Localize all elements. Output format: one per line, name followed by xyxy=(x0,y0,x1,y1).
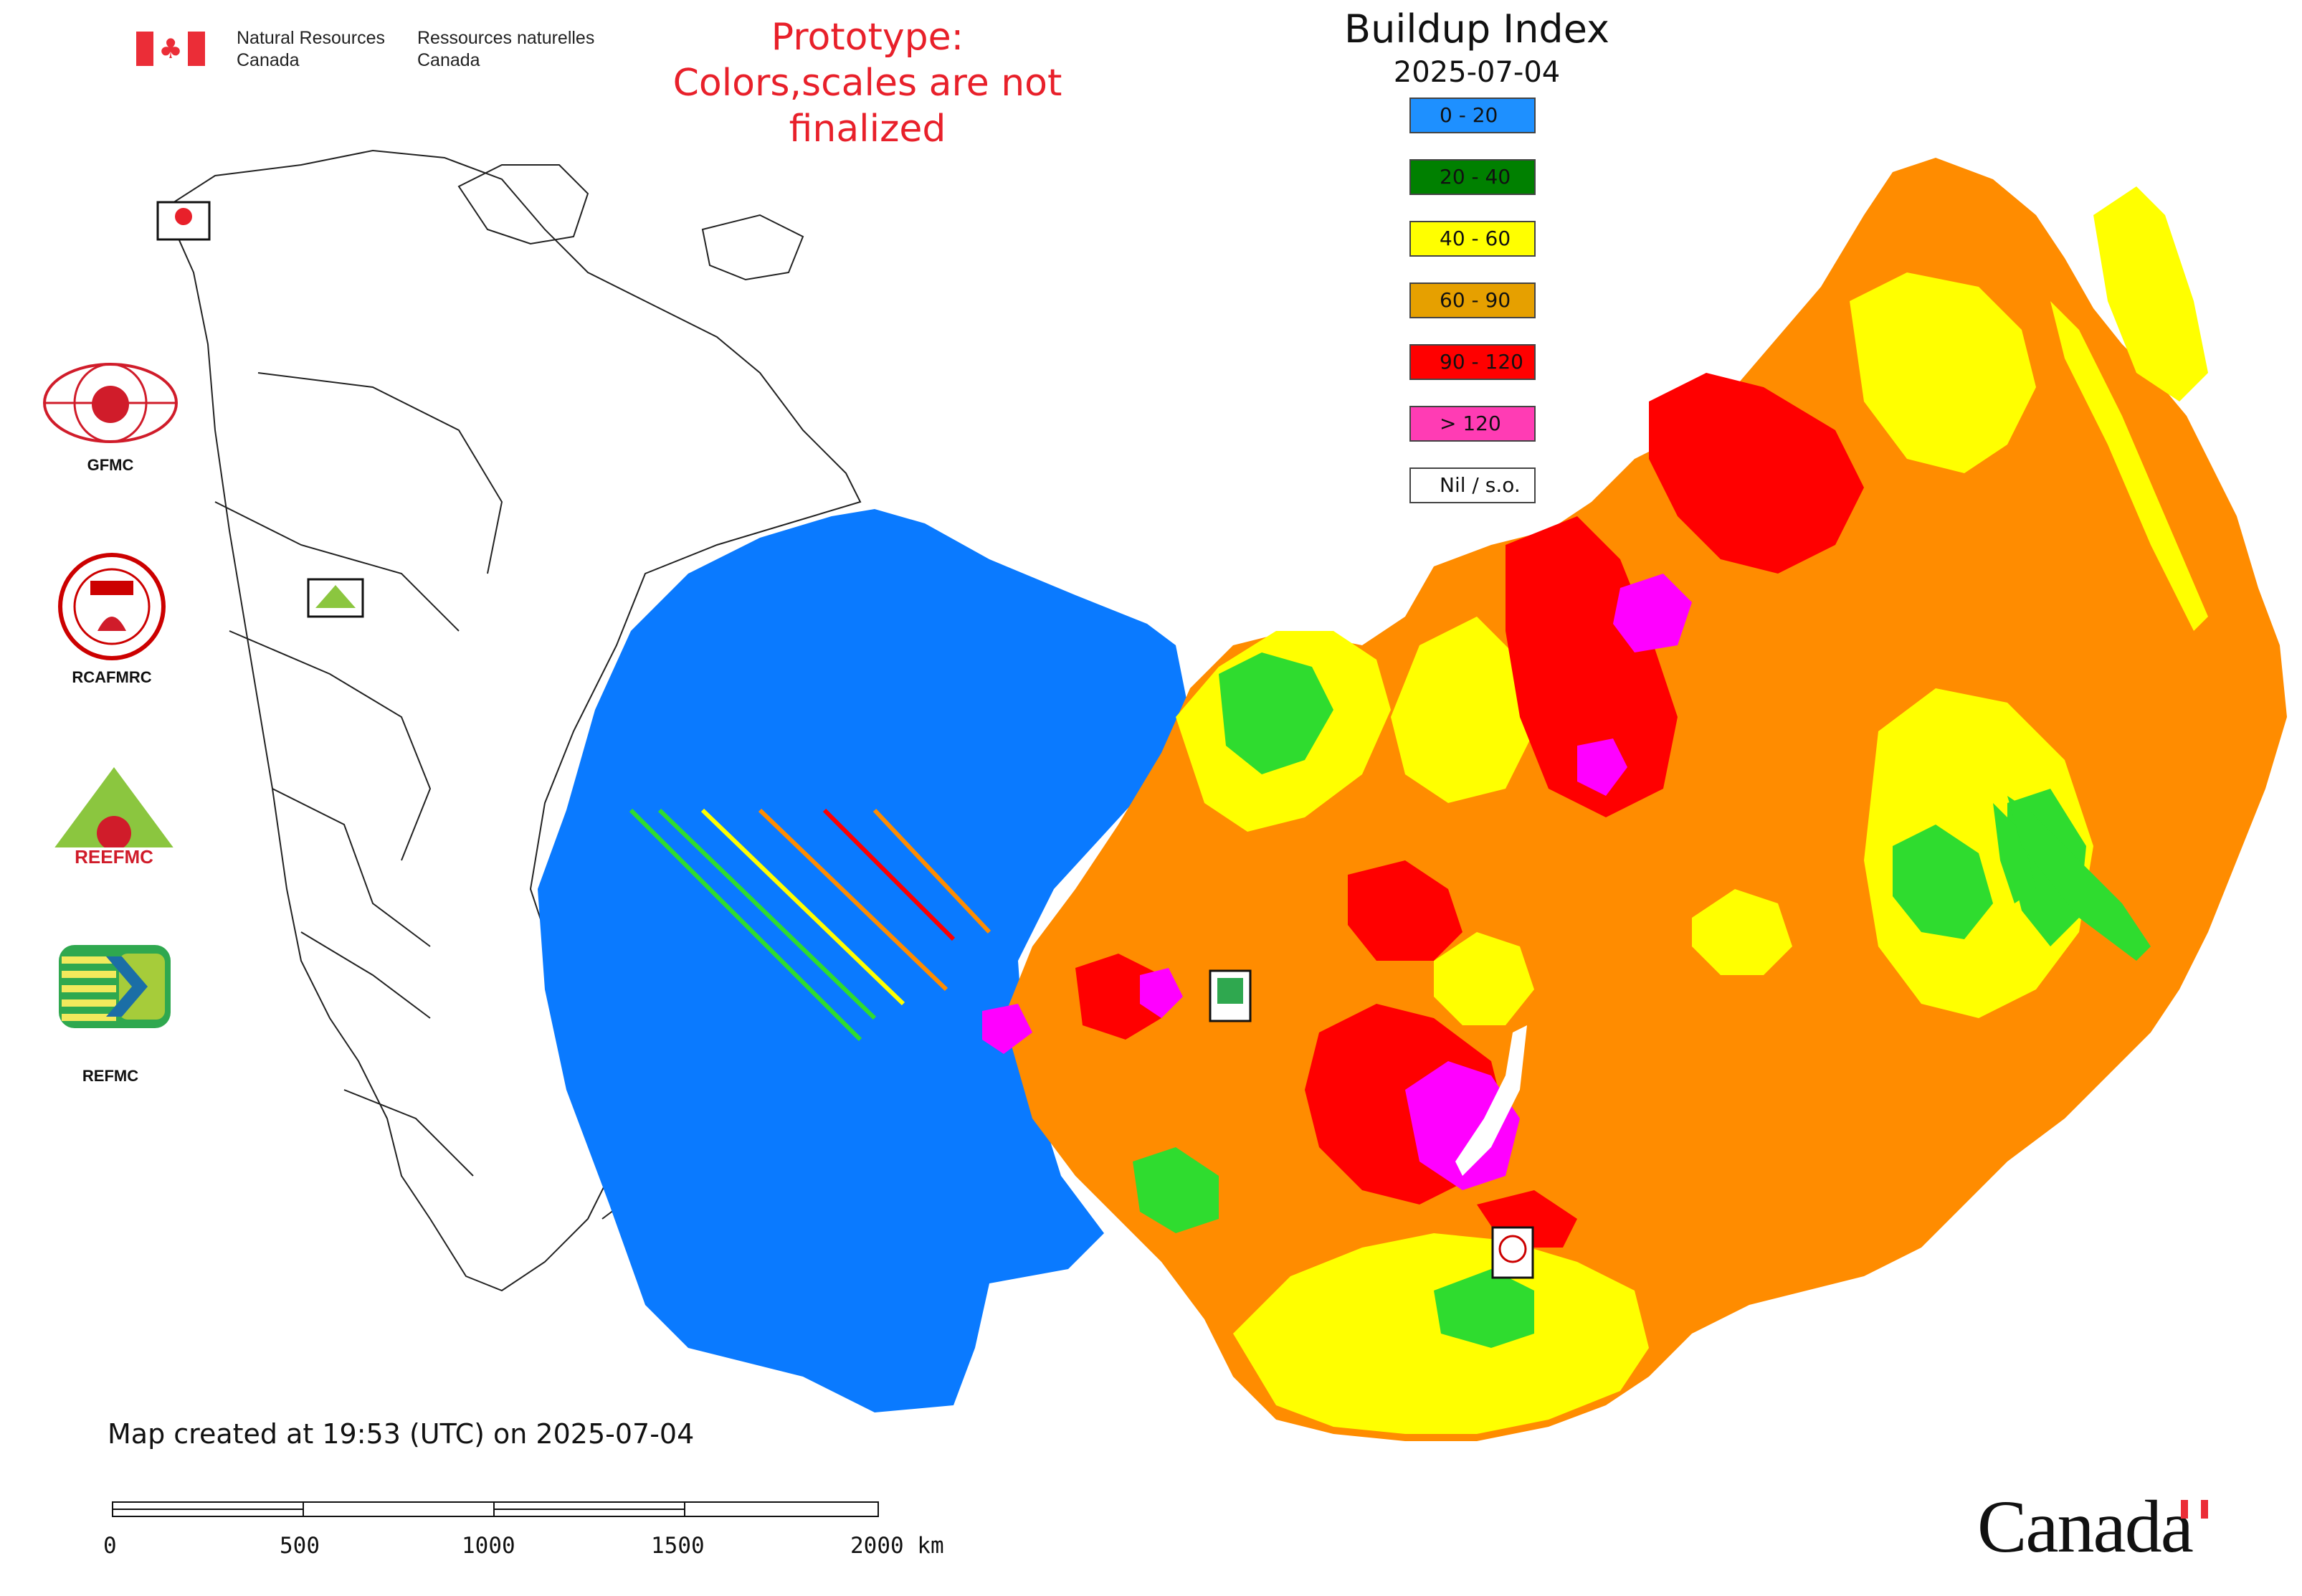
prototype-notice: Prototype: Colors,scales are not finaliz… xyxy=(672,16,1062,151)
scale-bar xyxy=(112,1501,879,1520)
org-label-gfmc: GFMC xyxy=(87,456,134,474)
legend-item-20-40: 20 - 40 xyxy=(1409,159,1536,195)
refmc-logo-icon xyxy=(59,945,171,1028)
org-label-rcafmrc: RCAFMRC xyxy=(72,668,152,686)
legend-item-90-120: 90 - 120 xyxy=(1409,344,1536,380)
map-marker-rcafmrc xyxy=(1491,1226,1534,1279)
map-marker-gfmc xyxy=(156,201,211,241)
legend-title: Buildup Index xyxy=(1344,6,1609,52)
scale-label-1500: 1500 xyxy=(651,1533,705,1559)
legend-item-60-90: 60 - 90 xyxy=(1409,282,1536,318)
region-magenta xyxy=(982,574,1692,1190)
region-orange-east xyxy=(1004,158,2287,1441)
map-marker-refmc xyxy=(1209,969,1252,1022)
legend-date: 2025-07-04 xyxy=(1393,56,1561,89)
department-name-en: Natural Resources Canada xyxy=(237,28,386,70)
legend-item-over-120: > 120 xyxy=(1409,406,1536,442)
canada-flag-icon: ♣ xyxy=(136,32,205,66)
lake-baikal xyxy=(1455,1025,1527,1176)
gfmc-logo-icon xyxy=(43,363,178,443)
map-created-timestamp: Map created at 19:53 (UTC) on 2025-07-04 xyxy=(108,1418,695,1450)
region-blue-west xyxy=(538,509,1190,1412)
legend-item-nil: Nil / s.o. xyxy=(1409,467,1536,503)
region-green xyxy=(1133,652,2086,1348)
scale-label-0: 0 xyxy=(103,1533,117,1559)
svg-text:REEFMC: REEFMC xyxy=(75,846,153,868)
legend-item-40-60: 40 - 60 xyxy=(1409,221,1536,257)
department-name-fr: Ressources naturelles Canada xyxy=(417,28,595,70)
scale-label-1000: 1000 xyxy=(462,1533,515,1559)
scale-label-500: 500 xyxy=(280,1533,320,1559)
reefmc-logo-icon: REEFMC xyxy=(39,767,189,868)
map-marker-reefmc xyxy=(307,578,364,618)
canada-wordmark: Canada xyxy=(1977,1486,2194,1568)
east-coast-islands xyxy=(2007,301,2208,961)
government-signature: ♣ Natural Resources Canada Ressources nat… xyxy=(136,27,595,77)
org-label-refmc: REFMC xyxy=(82,1067,139,1085)
data-streaks xyxy=(629,808,991,1042)
scale-label-2000: 2000 km xyxy=(850,1533,944,1559)
wordmark-flag-icon xyxy=(2181,1500,2208,1519)
rcafmrc-logo-icon xyxy=(58,553,166,660)
legend-item-0-20: 0 - 20 xyxy=(1409,98,1536,133)
